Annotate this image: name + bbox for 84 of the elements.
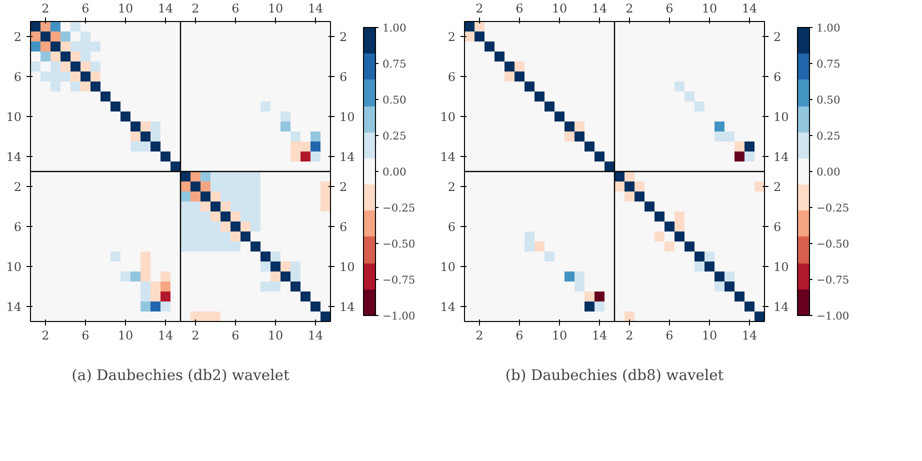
category-label: 2 (476, 328, 484, 342)
category-label: 6 (666, 328, 674, 342)
x-tick-label: 14 (592, 2, 608, 16)
y2-tick-label: 14 (340, 150, 356, 164)
category-label: 14 (158, 328, 174, 342)
color-bar-label: −0.25 (382, 202, 416, 214)
category-label: 2 (192, 328, 200, 342)
category-label: 10 (268, 328, 284, 342)
x-tick-label: 10 (702, 2, 718, 16)
y-tick-label: 6 (14, 70, 22, 84)
x-tick-label: 6 (516, 2, 524, 16)
category-label: 10 (702, 328, 718, 342)
color-bar-label: −1.00 (382, 310, 416, 322)
x-tick-label: 14 (308, 2, 324, 16)
x-tick-label: 2 (626, 2, 634, 16)
x-tick-label: 10 (118, 2, 134, 16)
y2-tick-label: 2 (340, 30, 348, 44)
category-label: 6 (516, 328, 524, 342)
y-tick-label: 10 (440, 110, 456, 124)
y2-tick-label: 10 (340, 110, 355, 124)
y2-tick-label: 10 (774, 260, 789, 274)
color-bar-label: 0.25 (816, 130, 840, 142)
category-label: 10 (552, 328, 568, 342)
y2-tick-label: 2 (340, 180, 348, 194)
color-bar-label: 0.25 (382, 130, 406, 142)
category-label: 14 (308, 328, 324, 342)
x-tick-label: 6 (232, 2, 240, 16)
y-tick-label: 2 (448, 180, 456, 194)
y2-tick-label: 6 (774, 220, 782, 234)
color-bar-label: −1.00 (816, 310, 850, 322)
x-tick-label: 2 (476, 2, 484, 16)
y-tick-label: 6 (448, 70, 456, 84)
color-bar-label: −0.50 (382, 238, 416, 250)
category-label: 2 (626, 328, 634, 342)
y-tick-label: 14 (6, 300, 22, 314)
y-tick-label: 10 (440, 260, 456, 274)
y-tick-label: 2 (448, 30, 456, 44)
y-tick-label: 6 (14, 220, 22, 234)
y2-tick-label: 14 (774, 150, 790, 164)
text: (a) Daubechies (db2) wavelet (72, 367, 290, 384)
color-bar-label: 0.00 (382, 166, 406, 178)
color-bar-label: 0.75 (382, 58, 406, 70)
color-bar-label: 0.75 (816, 58, 840, 70)
color-bar-label: −0.75 (382, 274, 416, 286)
y2-tick-label: 10 (340, 260, 355, 274)
x-tick-label: 14 (158, 2, 174, 16)
y2-tick-label: 6 (340, 220, 348, 234)
x-tick-label: 6 (82, 2, 90, 16)
category-label: 14 (592, 328, 608, 342)
color-bar-label: −0.75 (816, 274, 850, 286)
x-tick-label: 6 (666, 2, 674, 16)
y-tick-label: 10 (6, 260, 22, 274)
category-label: 14 (742, 328, 758, 342)
color-bar-label: 0.50 (816, 94, 840, 106)
category-label: 6 (232, 328, 240, 342)
y2-tick-label: 6 (340, 70, 348, 84)
color-bar-label: −0.50 (816, 238, 850, 250)
y2-tick-label: 10 (774, 110, 789, 124)
color-bar-label: 0.00 (816, 166, 840, 178)
y2-tick-label: 6 (774, 70, 782, 84)
category-label: 6 (82, 328, 90, 342)
text: (b) Daubechies (db8) wavelet (505, 367, 724, 384)
x-tick-label: 14 (742, 2, 758, 16)
y-tick-label: 14 (440, 300, 456, 314)
color-bar-label: 1.00 (816, 22, 840, 34)
y2-tick-label: 14 (774, 300, 790, 314)
x-tick-label: 10 (268, 2, 284, 16)
color-bar-label: −0.25 (816, 202, 850, 214)
category-label: 10 (118, 328, 134, 342)
x-tick-label: 10 (552, 2, 568, 16)
y2-tick-label: 2 (774, 180, 782, 194)
y-tick-label: 10 (6, 110, 22, 124)
x-tick-label: 2 (192, 2, 200, 16)
y2-tick-label: 14 (340, 300, 356, 314)
y-tick-label: 14 (6, 150, 22, 164)
y-tick-label: 2 (14, 30, 22, 44)
x-tick-label: 2 (42, 2, 50, 16)
y-tick-label: 6 (448, 220, 456, 234)
y2-tick-label: 2 (774, 30, 782, 44)
y-tick-label: 14 (440, 150, 456, 164)
color-bar-label: 1.00 (382, 22, 406, 34)
y-tick-label: 2 (14, 180, 22, 194)
category-label: 2 (42, 328, 50, 342)
color-bar-label: 0.50 (382, 94, 406, 106)
